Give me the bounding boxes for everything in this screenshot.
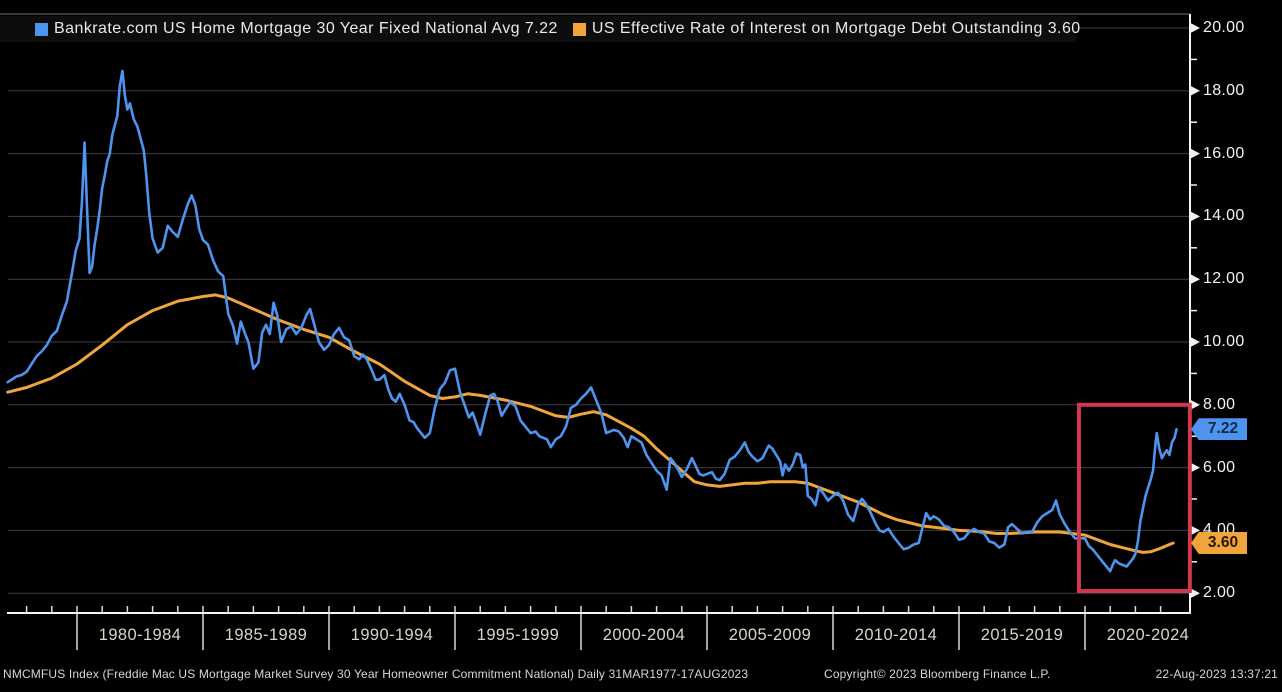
legend-background-strip — [0, 16, 1076, 42]
y-axis-tick-arrow-icon — [1190, 274, 1200, 285]
y-axis-tick-label: 10.00 — [1203, 333, 1245, 350]
x-axis-section-label: 1990-1994 — [350, 626, 434, 644]
chart-footer: NMCMFUS Index (Freddie Mac US Mortgage M… — [0, 665, 1282, 687]
x-axis-section-label: 1995-1999 — [476, 626, 560, 644]
legend-label-mortgage-30y-fixed: Bankrate.com US Home Mortgage 30 Year Fi… — [54, 20, 558, 37]
y-axis-tick-arrow-icon — [1190, 211, 1200, 222]
highlight-box-annotation — [1076, 402, 1192, 594]
series-line-effective-rate — [6, 293, 1175, 554]
y-axis-tick-label: 8.00 — [1203, 395, 1236, 413]
x-axis-section-label: 2015-2019 — [980, 626, 1064, 644]
y-axis-tick-arrow-icon — [1190, 148, 1200, 159]
y-axis-tick-label: 16.00 — [1203, 144, 1245, 162]
legend-label-effective-rate: US Effective Rate of Interest on Mortgag… — [591, 20, 1081, 37]
last-value-tag-blue: 7.22 — [1191, 418, 1247, 441]
last-value-blue: 7.22 — [1207, 420, 1239, 438]
y-axis-tick-label: 2.00 — [1203, 584, 1236, 602]
footer-copyright: Copyright© 2023 Bloomberg Finance L.P. — [824, 667, 1051, 681]
series-line-mortgage-30y-fixed — [6, 69, 1178, 573]
y-axis-tick-label: 18.00 — [1203, 81, 1245, 99]
x-axis-section-label: 1985-1989 — [224, 626, 308, 644]
chart-legend: Bankrate.com US Home Mortgage 30 Year Fi… — [35, 16, 1081, 42]
last-value-orange: 3.60 — [1207, 533, 1239, 551]
footer-source-text: NMCMFUS Index (Freddie Mac US Mortgage M… — [3, 667, 749, 681]
x-axis-section-label: 2020-2024 — [1106, 626, 1190, 644]
y-axis-tick-arrow-icon — [1190, 399, 1200, 410]
legend-swatch-blue-icon — [35, 22, 48, 36]
legend-item-mortgage-30y-fixed[interactable]: Bankrate.com US Home Mortgage 30 Year Fi… — [35, 20, 558, 38]
last-value-tag-orange: 3.60 — [1191, 531, 1247, 554]
x-axis-section-label: 2000-2004 — [602, 626, 686, 644]
y-axis-tick-arrow-icon — [1190, 588, 1200, 599]
y-axis-tick-label: 12.00 — [1203, 270, 1245, 288]
footer-timestamp: 22-Aug-2023 13:37:21 — [1155, 667, 1278, 681]
y-axis-tick-label: 14.00 — [1203, 207, 1245, 225]
y-axis-tick-arrow-icon — [1190, 525, 1200, 536]
y-axis-tick-arrow-icon — [1190, 85, 1200, 96]
x-axis-section-label: 2010-2014 — [854, 626, 938, 644]
legend-swatch-orange-icon — [572, 22, 586, 36]
legend-item-effective-rate[interactable]: US Effective Rate of Interest on Mortgag… — [572, 20, 1081, 38]
y-axis-tick-arrow-icon — [1190, 462, 1200, 473]
y-axis-tick-arrow-icon — [1190, 22, 1200, 34]
y-axis-tick-label: 6.00 — [1203, 458, 1236, 476]
y-axis-tick-label: 20.00 — [1203, 19, 1245, 36]
y-axis-tick-arrow-icon — [1190, 336, 1200, 348]
x-axis-section-label: 2005-2009 — [728, 626, 812, 644]
x-axis-section-label: 1980-1984 — [98, 626, 182, 644]
